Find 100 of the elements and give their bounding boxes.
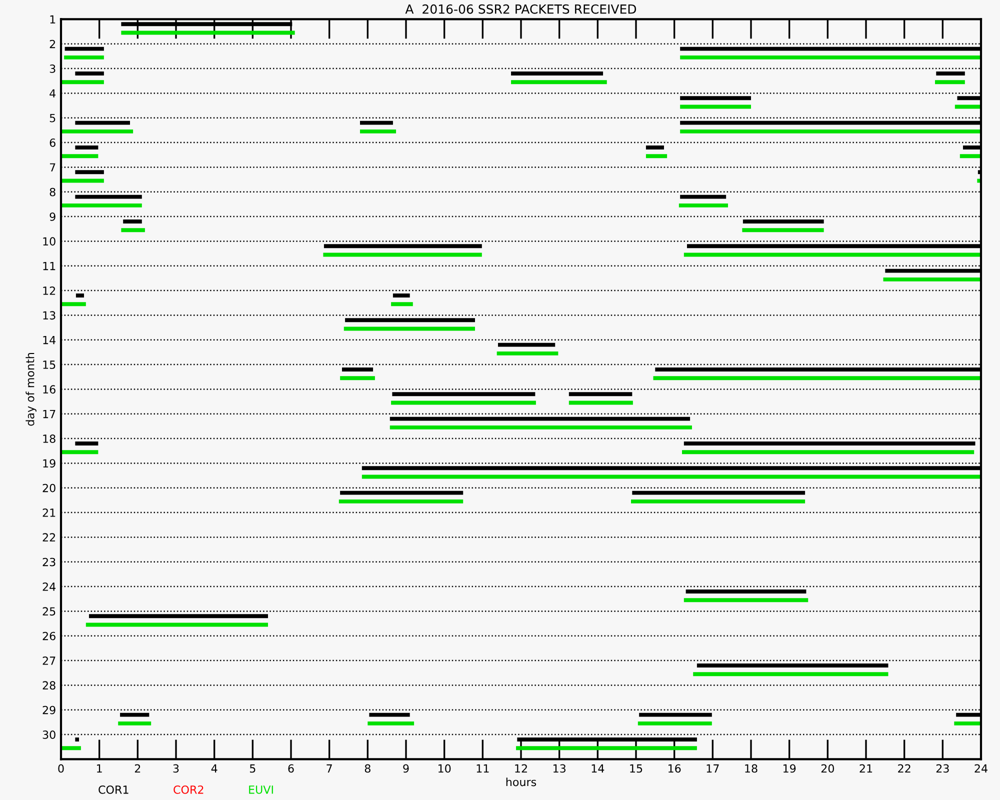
bar xyxy=(324,244,482,248)
bar xyxy=(61,129,134,134)
y-tick-label: 7 xyxy=(50,163,56,172)
bar xyxy=(369,712,410,717)
y-tick-label: 26 xyxy=(42,632,56,640)
y-tick-label: 2 xyxy=(50,40,56,48)
x-tick-label: 18 xyxy=(745,764,758,773)
bar xyxy=(686,589,806,594)
x-tick-label: 19 xyxy=(783,764,796,773)
x-tick-label: 16 xyxy=(668,764,681,773)
bar xyxy=(340,490,464,495)
bar xyxy=(88,614,268,618)
bar xyxy=(935,80,965,84)
y-tick-label: 29 xyxy=(42,706,56,714)
bar xyxy=(120,712,150,717)
bar xyxy=(496,351,558,356)
bar xyxy=(75,71,104,76)
bar xyxy=(61,450,98,454)
y-tick-label: 9 xyxy=(50,212,56,221)
bar xyxy=(391,302,413,306)
bar xyxy=(511,80,607,84)
x-tick-label: 9 xyxy=(403,764,409,773)
bar xyxy=(696,663,888,668)
y-tick-label: 12 xyxy=(43,286,56,295)
x-tick-label: 11 xyxy=(476,764,489,773)
y-tick-label: 13 xyxy=(43,311,56,320)
bar xyxy=(742,219,824,224)
y-tick-label: 22 xyxy=(42,533,56,542)
bar xyxy=(680,55,981,60)
x-tick-label: 22 xyxy=(898,764,910,773)
bar xyxy=(342,367,374,372)
legend-label: COR2 xyxy=(174,785,204,794)
x-tick-label: 8 xyxy=(364,764,370,773)
y-tick-label: 11 xyxy=(43,262,56,270)
y-axis-title: day of month xyxy=(26,353,36,426)
bar xyxy=(360,120,393,125)
x-axis-title: hours xyxy=(506,778,536,786)
y-tick-label: 5 xyxy=(50,114,56,122)
bar xyxy=(360,129,396,134)
chart-title: A 2016-06 SSR2 PACKETS RECEIVED xyxy=(405,4,636,14)
bar xyxy=(75,194,142,199)
x-tick-label: 17 xyxy=(706,764,719,773)
x-tick-label: 3 xyxy=(173,764,179,773)
bar xyxy=(345,318,475,322)
bar xyxy=(61,154,98,158)
bar xyxy=(123,219,142,224)
bar xyxy=(638,721,712,726)
bar xyxy=(646,154,668,158)
x-tick-label: 0 xyxy=(58,764,64,773)
x-tick-label: 4 xyxy=(211,764,218,773)
x-tick-label: 10 xyxy=(438,764,451,773)
x-tick-label: 12 xyxy=(515,764,527,773)
bar xyxy=(340,376,375,380)
y-tick-label: 19 xyxy=(43,459,56,468)
bar xyxy=(75,170,104,174)
y-tick-label: 18 xyxy=(43,434,56,443)
bar xyxy=(390,416,690,421)
x-tick-label: 20 xyxy=(821,764,834,773)
y-tick-label: 4 xyxy=(50,89,56,98)
bar xyxy=(75,145,98,150)
bar xyxy=(64,55,104,60)
bar xyxy=(936,71,965,76)
bar xyxy=(75,737,80,742)
bar xyxy=(390,425,692,430)
y-tick-label: 24 xyxy=(42,582,56,591)
bar xyxy=(338,499,464,504)
bar xyxy=(511,71,604,76)
y-tick-label: 25 xyxy=(42,607,56,616)
bar xyxy=(392,293,410,298)
bar xyxy=(682,450,974,454)
y-tick-label: 20 xyxy=(42,484,56,492)
x-tick-label: 2 xyxy=(134,764,140,773)
y-tick-label: 3 xyxy=(50,64,56,73)
bar xyxy=(516,746,697,750)
bar xyxy=(631,499,806,504)
x-tick-label: 7 xyxy=(326,764,332,773)
x-tick-label: 6 xyxy=(288,764,294,773)
bar xyxy=(61,203,142,208)
bar xyxy=(680,96,751,100)
x-tick-label: 13 xyxy=(553,764,566,773)
bar xyxy=(684,441,976,446)
bar xyxy=(684,598,808,602)
x-tick-label: 5 xyxy=(250,764,256,773)
bar xyxy=(368,721,414,726)
bar xyxy=(632,490,806,495)
text: COR1 xyxy=(98,785,128,794)
y-tick-label: 6 xyxy=(50,138,56,147)
x-tick-label: 21 xyxy=(860,764,872,773)
bar xyxy=(75,120,130,125)
bar xyxy=(680,194,726,199)
bar xyxy=(392,392,536,396)
bar xyxy=(639,712,712,717)
bar xyxy=(960,154,981,158)
bar xyxy=(118,721,152,726)
y-tick-label: 27 xyxy=(42,656,56,665)
x-tick-label: 23 xyxy=(936,764,949,773)
y-tick-label: 16 xyxy=(43,385,56,394)
bar xyxy=(61,302,86,306)
x-tick-label: 24 xyxy=(974,764,988,773)
text: EUVI xyxy=(249,786,273,794)
